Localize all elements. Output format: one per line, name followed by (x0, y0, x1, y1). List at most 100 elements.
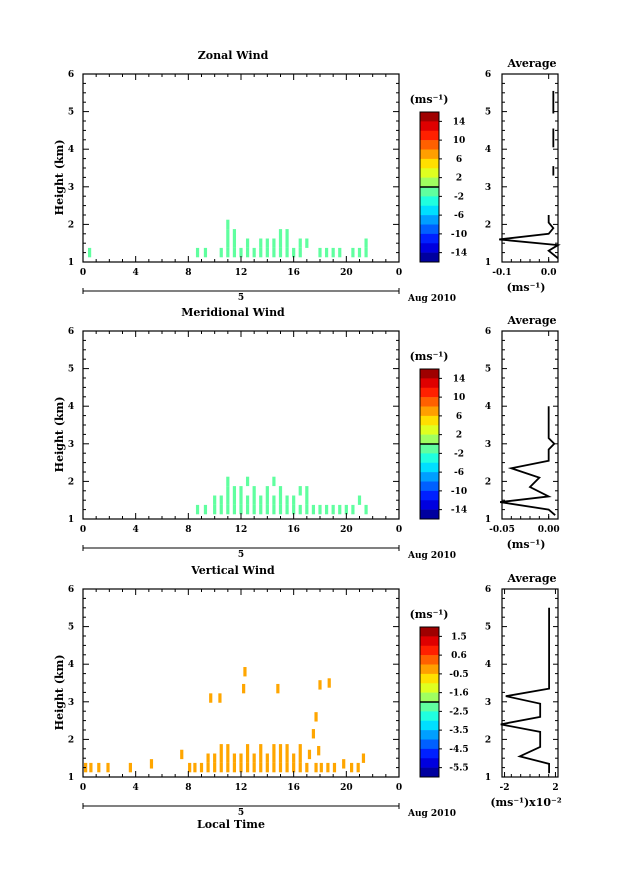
y-tick-label: 3 (68, 440, 74, 450)
colorbar-segment (420, 490, 439, 501)
data-cell (265, 486, 269, 496)
x-axis-label: Local Time (197, 818, 265, 831)
colorbar-label: -2.5 (449, 707, 468, 717)
data-cell (276, 683, 280, 694)
colorbar-segment (420, 767, 439, 778)
data-cell (195, 504, 200, 515)
profile-line (499, 215, 561, 259)
data-cell (259, 753, 263, 763)
data-cell (357, 495, 362, 505)
colorbar-segment (420, 692, 439, 703)
colorbar-label: -10 (451, 487, 467, 497)
data-cell (265, 495, 269, 505)
data-cell (285, 238, 289, 248)
data-cell (203, 247, 208, 258)
data-cell (278, 229, 283, 239)
average-panel-1: 1 2 3 4 5 6 -0.1 0.0 Average (ms⁻¹) (485, 57, 561, 294)
data-cell (298, 744, 302, 754)
y-tick-label: 3 (485, 183, 491, 193)
data-cell (106, 762, 110, 773)
y-tick-label: 2 (485, 477, 491, 487)
data-cell (239, 504, 243, 515)
data-cell (226, 744, 230, 754)
colorbar-segment (420, 415, 439, 426)
plot-frame (82, 588, 400, 778)
y-tick-label: 1 (485, 258, 491, 268)
x-tick-label: 4 (133, 783, 139, 793)
y-tick-label: 4 (68, 660, 74, 670)
colorbar-segment (420, 252, 439, 263)
data-cell (203, 504, 208, 515)
data-cell (213, 753, 217, 763)
colorbar-segment (420, 664, 439, 675)
x-tick-label: 0 (396, 268, 402, 278)
data-cell (232, 238, 237, 248)
data-cell (292, 762, 296, 773)
colorbar-segment (420, 215, 439, 225)
data-cell (298, 247, 302, 258)
data-cell (278, 762, 283, 773)
data-cell (298, 486, 302, 496)
data-cell (318, 247, 322, 258)
data-cell (252, 247, 256, 258)
data-cell (331, 504, 335, 515)
data-cell (252, 486, 256, 496)
data-cell (278, 744, 283, 754)
data-cell (245, 238, 250, 248)
data-cell (331, 247, 335, 258)
data-cell (278, 486, 283, 496)
x-tick-label: 20 (340, 268, 353, 278)
y-tick-label: 1 (68, 773, 74, 783)
data-cell (319, 762, 323, 773)
colorbar-label: -4.5 (449, 745, 468, 755)
colorbar-label: -6 (454, 468, 464, 478)
colorbar-segment (420, 509, 439, 520)
colorbar-segment (420, 500, 439, 510)
data-cell (128, 762, 132, 773)
data-cell (298, 753, 302, 763)
data-cell (305, 495, 309, 505)
data-cell (259, 495, 263, 505)
data-cell (272, 753, 276, 763)
colorbar-segment (420, 149, 439, 160)
y-tick-label: 3 (68, 183, 74, 193)
data-cell (226, 247, 230, 258)
y-tick-label: 6 (68, 585, 74, 595)
colorbar-segment (420, 130, 439, 141)
colorbar-segment (420, 645, 439, 656)
average-x-label: (ms⁻¹) (507, 538, 546, 551)
data-cell (219, 495, 223, 505)
y-tick-label: 5 (68, 108, 74, 118)
data-cell (278, 247, 283, 258)
average-x-label: (ms⁻¹)x10⁻² (490, 796, 562, 809)
data-cell (226, 238, 230, 248)
x-tick-label: -2 (500, 783, 510, 793)
colorbar-label: -5.5 (449, 764, 468, 774)
data-cell (342, 759, 346, 769)
colorbar-segment (420, 196, 439, 207)
data-cell (324, 247, 329, 258)
chart-title: Zonal Wind (198, 49, 269, 62)
colorbar-segment (420, 453, 439, 464)
data-cell (213, 495, 217, 505)
data-cell (232, 486, 237, 496)
colorbar-segment (420, 224, 439, 235)
y-tick-label: 2 (485, 735, 491, 745)
colorbar: 14 10 6 2 -2 -6 -10 -14 (ms⁻¹) (410, 93, 467, 263)
y-axis-label: Height (km) (53, 139, 66, 215)
data-cell (305, 504, 309, 515)
data-cell (326, 762, 330, 773)
data-cell (357, 247, 362, 258)
data-cell (285, 762, 289, 773)
colorbar-label: 1.5 (451, 632, 467, 642)
x-tick-label: 16 (287, 525, 300, 535)
data-cell (318, 504, 322, 515)
x-tick-label: 8 (185, 268, 191, 278)
data-cell (344, 504, 348, 515)
y-tick-label: 3 (485, 698, 491, 708)
data-cell (305, 762, 309, 773)
data-cell (351, 247, 355, 258)
data-cell (232, 504, 237, 515)
data-cell (292, 247, 296, 258)
